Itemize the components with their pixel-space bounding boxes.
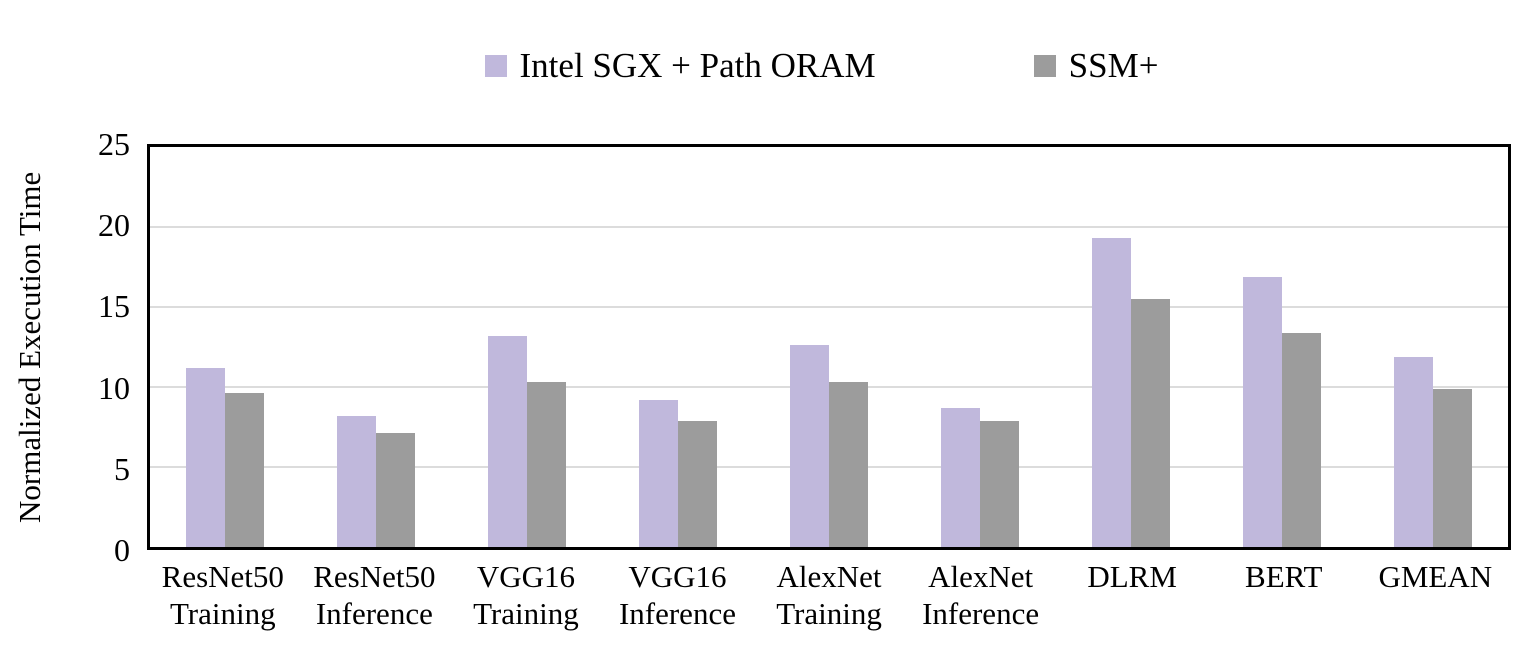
- legend-item-1: SSM+: [1033, 46, 1159, 85]
- gridline: [150, 306, 1508, 308]
- bar-s1-c1: [376, 433, 416, 547]
- y-tick-label: 20: [98, 207, 130, 244]
- legend-item-0: Intel SGX + Path ORAM: [484, 46, 876, 85]
- bar-group-3: [603, 147, 754, 547]
- x-axis-label-2: VGG16 Training: [473, 559, 579, 632]
- legend-swatch-icon: [1033, 54, 1056, 77]
- bar-group-5: [904, 147, 1055, 547]
- bar-group-4: [754, 147, 905, 547]
- bar-s1-c7: [1281, 332, 1321, 547]
- bar-group-6: [1055, 147, 1206, 547]
- x-axis-label-5: AlexNet Inference: [922, 559, 1040, 632]
- bar-group-2: [452, 147, 603, 547]
- y-tick-label: 0: [114, 532, 130, 568]
- x-axis-label-8: GMEAN: [1378, 559, 1493, 594]
- bar-s0-c7: [1242, 276, 1282, 547]
- bar-group-0: [150, 147, 301, 547]
- bar-s0-c5: [940, 407, 980, 547]
- legend-swatch-icon: [484, 54, 507, 77]
- bar-s1-c4: [829, 382, 868, 547]
- bar-s0-c6: [1091, 238, 1131, 547]
- plot-area: [147, 144, 1511, 550]
- bar-s0-c8: [1393, 356, 1433, 547]
- bar-s1-c6: [1130, 299, 1170, 547]
- bar-s0-c3: [639, 399, 679, 547]
- x-axis-label-0: ResNet50 Training: [161, 559, 284, 632]
- bar-s1-c5: [979, 420, 1019, 547]
- bar-s1-c3: [678, 420, 718, 547]
- bar-s1-c2: [527, 382, 567, 547]
- legend-label: SSM+: [1068, 46, 1159, 85]
- gridline: [150, 226, 1508, 228]
- bar-group-8: [1357, 147, 1508, 547]
- bar-s1-c0: [225, 393, 265, 547]
- bar-s0-c4: [790, 345, 829, 547]
- bar-group-7: [1206, 147, 1357, 547]
- bar-groups: [150, 147, 1508, 547]
- y-tick-label: 10: [98, 369, 130, 406]
- x-axis-label-1: ResNet50 Inference: [313, 559, 436, 632]
- y-tick-label: 25: [98, 126, 130, 162]
- x-axis-label-7: BERT: [1245, 559, 1323, 594]
- y-tick-label: 5: [114, 450, 130, 487]
- x-axis-labels: ResNet50 Training ResNet50 Inference VGG16…: [147, 558, 1511, 632]
- x-axis-label-4: AlexNet Training: [776, 559, 882, 632]
- legend-label: Intel SGX + Path ORAM: [519, 46, 876, 85]
- bar-s0-c2: [488, 335, 528, 547]
- y-tick-label: 15: [98, 288, 130, 325]
- chart-legend: Intel SGX + Path ORAM SSM+: [0, 48, 1531, 83]
- x-axis-label-3: VGG16 Inference: [618, 559, 736, 632]
- bar-s1-c8: [1432, 388, 1472, 547]
- y-axis-tick-labels: 0 5 10 15 20 25: [0, 128, 138, 566]
- bar-group-1: [301, 147, 452, 547]
- bar-s0-c1: [337, 415, 377, 547]
- bar-s0-c0: [186, 367, 226, 547]
- x-axis-label-6: DLRM: [1087, 559, 1177, 594]
